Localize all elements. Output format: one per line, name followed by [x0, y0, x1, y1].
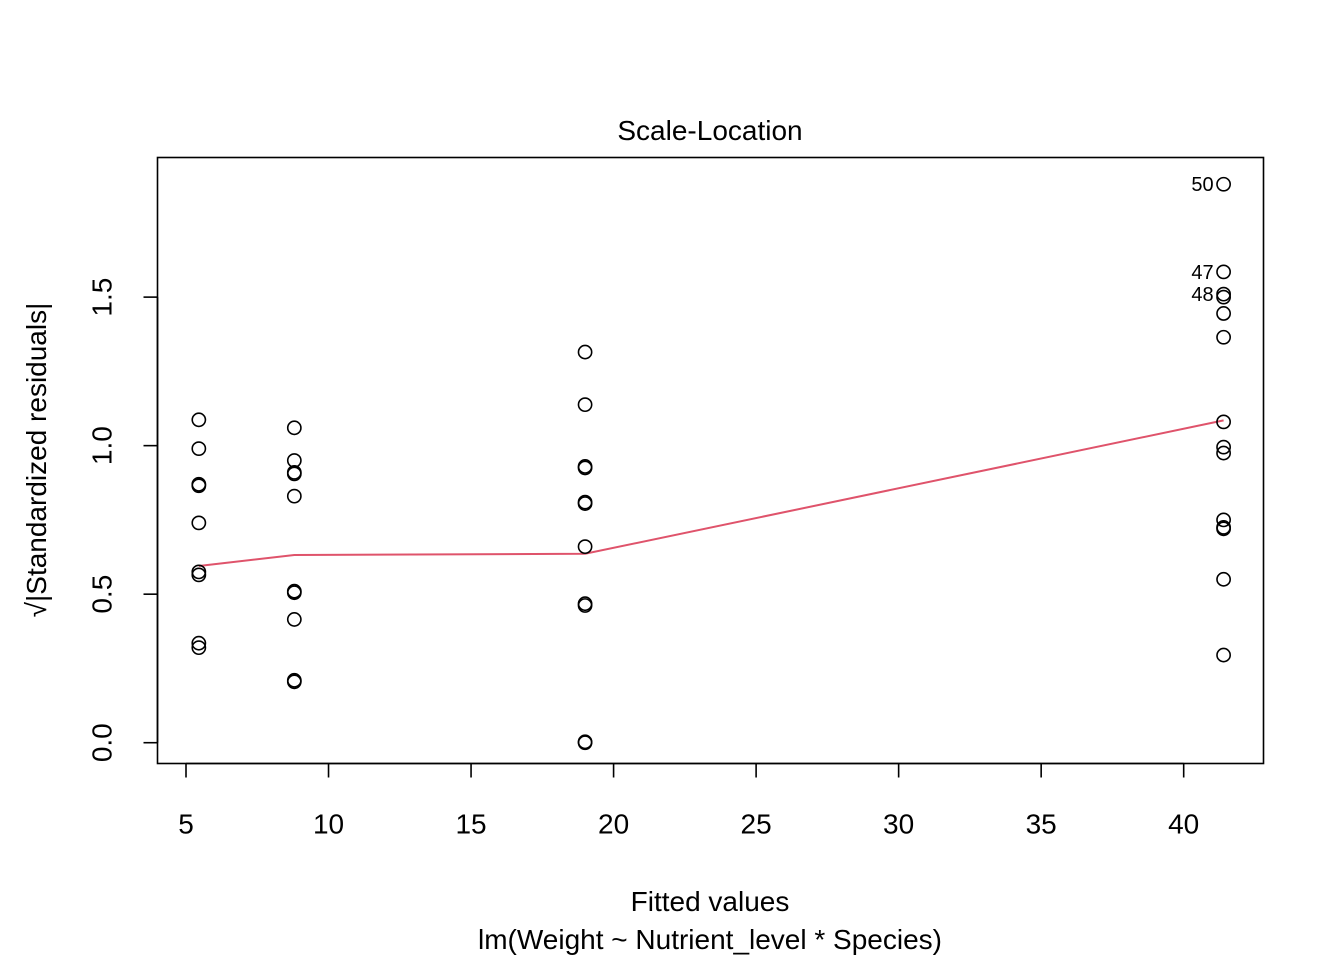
- data-point: [1216, 306, 1231, 321]
- data-point: [577, 460, 593, 476]
- x-tick-label: 5: [178, 809, 194, 840]
- data-point: [191, 412, 207, 428]
- data-point: [191, 441, 207, 457]
- y-axis: 0.0 0.5 1.0 1.5: [87, 278, 159, 762]
- data-point: [191, 567, 207, 583]
- data-point: [191, 478, 207, 494]
- y-tick-label: 1.0: [87, 426, 118, 465]
- data-point: [1216, 512, 1231, 528]
- data-point: [1216, 439, 1231, 455]
- data-point: [191, 515, 207, 531]
- data-point: [577, 496, 593, 511]
- x-tick-label: 40: [1168, 809, 1199, 840]
- x-axis: 5 10 15 20 25 30 35 40: [178, 762, 1199, 840]
- point-label: 50: [1191, 174, 1213, 196]
- data-point: [1216, 521, 1231, 537]
- x-tick-label: 10: [313, 809, 344, 840]
- data-point: [577, 735, 593, 751]
- data-point: [191, 635, 207, 651]
- data-point: [286, 674, 302, 690]
- data-point: [1216, 445, 1231, 461]
- y-tick-label: 0.0: [87, 723, 118, 762]
- x-axis-label: Fitted values: [631, 886, 790, 917]
- data-point: [1216, 329, 1231, 345]
- data-point: [1216, 571, 1231, 587]
- x-tick-label: 30: [883, 809, 914, 840]
- data-point: [577, 598, 593, 613]
- data-point: [577, 344, 593, 360]
- data-point: [577, 397, 593, 413]
- point-label: 47: [1191, 262, 1213, 284]
- data-point: [191, 640, 207, 656]
- data-point: [577, 539, 593, 555]
- data-point: [286, 488, 302, 504]
- x-tick-label: 15: [455, 809, 486, 840]
- smoother-line: [198, 419, 1224, 567]
- data-point: [1216, 289, 1231, 305]
- data-point: [286, 420, 302, 436]
- data-point: [1216, 176, 1231, 192]
- data-point: [286, 585, 302, 601]
- y-tick-label: 0.5: [87, 575, 118, 614]
- point-label: 48: [1191, 284, 1213, 306]
- data-point: [286, 466, 302, 482]
- x-tick-label: 25: [741, 809, 772, 840]
- data-point: [1216, 647, 1231, 663]
- data-point: [1216, 264, 1231, 280]
- data-point: [286, 612, 302, 627]
- y-tick-label: 1.5: [87, 278, 118, 317]
- y-axis-label: √|Standardized residuals|: [21, 303, 52, 618]
- x-axis-subtitle: lm(Weight ~ Nutrient_level * Species): [478, 924, 942, 955]
- data-point: [1216, 414, 1231, 430]
- chart-title: Scale-Location: [617, 115, 802, 146]
- x-tick-label: 35: [1026, 809, 1057, 840]
- smoother-layer: [198, 419, 1224, 567]
- x-tick-label: 20: [598, 809, 629, 840]
